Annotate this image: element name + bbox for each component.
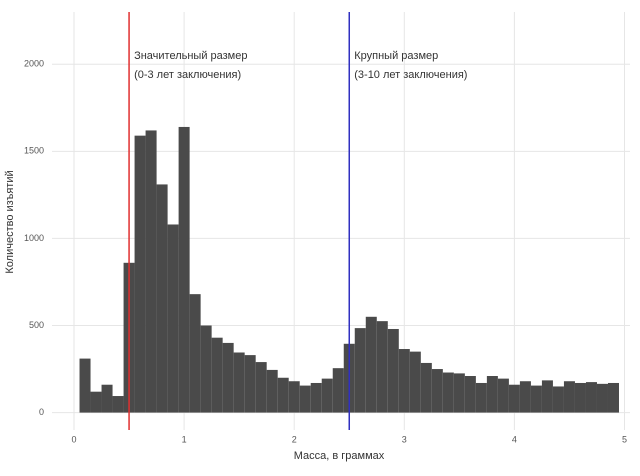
bar	[387, 328, 399, 413]
bar	[530, 385, 542, 413]
bar	[475, 382, 487, 413]
bar	[420, 362, 432, 413]
bar	[574, 382, 586, 413]
x-tick-label: 4	[512, 434, 517, 444]
x-tick-label: 2	[292, 434, 297, 444]
bar	[332, 368, 344, 413]
x-tick-label: 3	[402, 434, 407, 444]
bar	[321, 378, 333, 413]
bar	[464, 376, 476, 413]
bar	[233, 352, 245, 413]
bar	[431, 369, 443, 413]
y-tick-label: 1000	[24, 233, 44, 243]
bar	[365, 316, 377, 413]
bar	[486, 376, 498, 413]
bar	[79, 358, 91, 413]
bar	[255, 362, 267, 413]
bar	[409, 351, 421, 413]
bar	[167, 224, 179, 413]
annotation: Крупный размер	[354, 50, 438, 62]
bar	[222, 342, 234, 413]
bar	[508, 384, 520, 413]
bar	[277, 377, 289, 413]
x-axis-title: Масса, в граммах	[294, 450, 385, 462]
bar	[112, 396, 124, 413]
bar	[156, 184, 168, 413]
bar	[299, 385, 311, 413]
annotation: (0-3 лет заключения)	[134, 69, 241, 81]
bar	[200, 325, 212, 413]
x-tick-label: 1	[182, 434, 187, 444]
bar	[244, 355, 256, 413]
bar	[442, 372, 454, 413]
bar	[90, 391, 102, 413]
y-tick-label: 2000	[24, 59, 44, 69]
bar	[453, 373, 465, 413]
bar	[376, 321, 388, 413]
bar	[266, 369, 278, 413]
bar	[178, 126, 190, 413]
bar	[211, 337, 223, 413]
y-tick-label: 0	[39, 407, 44, 417]
bar	[354, 328, 366, 413]
x-tick-label: 5	[622, 434, 627, 444]
x-tick-label: 0	[72, 434, 77, 444]
bar	[101, 384, 113, 413]
bar	[134, 135, 146, 413]
bar	[310, 382, 322, 413]
y-tick-label: 500	[29, 320, 44, 330]
annotation: (3-10 лет заключения)	[354, 69, 467, 81]
bar	[552, 386, 564, 413]
y-axis-title: Количество изъятий	[4, 170, 16, 273]
bar	[288, 381, 300, 413]
bar	[585, 382, 597, 413]
annotation: Значительный размер	[134, 50, 247, 62]
bar	[189, 294, 201, 413]
bar	[596, 383, 608, 413]
bar	[497, 378, 509, 413]
bar	[519, 381, 531, 413]
bar	[563, 381, 575, 413]
bar	[145, 130, 157, 413]
bar	[398, 349, 410, 413]
bar	[607, 382, 619, 413]
bar	[541, 380, 553, 413]
y-tick-label: 1500	[24, 146, 44, 156]
